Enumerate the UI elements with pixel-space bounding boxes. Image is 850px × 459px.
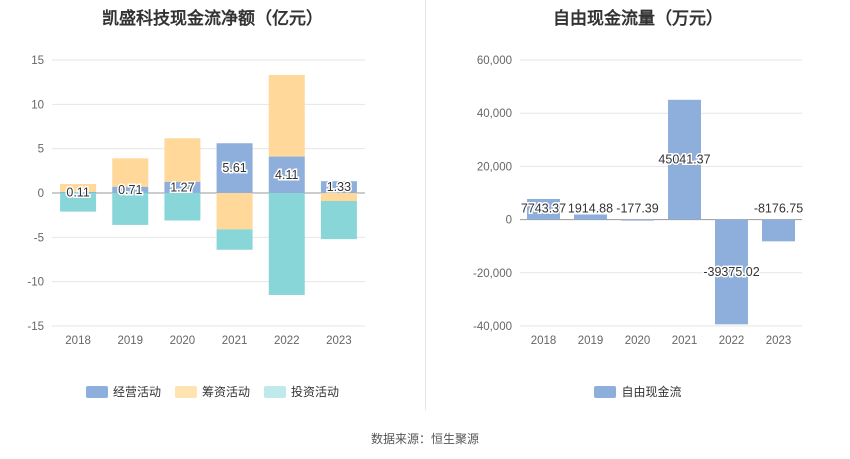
legend-item-free-cashflow[interactable]: 自由现金流 [594,383,682,400]
bar-2019 [112,158,149,187]
bar-2019 [112,193,149,225]
legend-item-operating[interactable]: 经营活动 [85,383,161,400]
cashflow-net-plot: 15 10 5 0 -5 -10 -15 2018 2019 2020 2021 2022 2023 0.… [27,55,365,347]
data-label: -177.39 [616,202,658,216]
x-tick-label: 2019 [117,335,143,347]
data-label: -39375.02 [703,265,759,279]
x-tick-label: 2023 [766,335,792,347]
bar-2023 [320,181,357,193]
data-source: 数据来源：恒生聚源 [370,432,479,446]
free-cashflow-plot: 60,000 40,000 20,000 0 -20,000 -40,000 2018 201… [473,55,805,347]
y-tick-label: 0 [506,215,512,227]
y-tick-label: -10 [27,277,44,289]
legend-item-financing[interactable]: 筹资活动 [174,383,250,400]
y-tick-label: -40,000 [473,321,512,333]
y-tick-label: -5 [34,232,44,244]
x-tick-label: 2022 [719,335,745,347]
y-tick-label: 5 [38,144,44,156]
data-label: 1914.88 [568,202,613,216]
bar-2018 [60,192,97,194]
y-tick-label: 10 [31,99,44,111]
x-tick-label: 2020 [170,335,196,347]
x-tick-label: 2018 [65,335,91,347]
data-label: 45041.37 [658,153,710,167]
cashflow-net-chart: 凯盛科技现金流净额（亿元） 15 10 5 0 -5 -10 -15 2018 2019 2020… [0,0,425,410]
bar-2020 [164,193,201,221]
y-tick-label: -20,000 [473,268,512,280]
data-label: 7743.37 [521,202,566,216]
x-tick-label: 2022 [274,335,300,347]
y-tick-label: 15 [31,55,44,67]
legend-label: 自由现金流 [621,385,682,399]
legend-swatch [594,385,617,398]
data-label: 4.11 [275,168,298,182]
x-tick-label: 2021 [672,335,698,347]
y-tick-label: 20,000 [477,161,512,173]
legend-item-investing[interactable]: 投资活动 [264,383,339,400]
x-tick-label: 2019 [578,335,604,347]
legend-swatch [174,385,197,398]
legend-swatch [85,385,108,398]
bar-2021 [216,143,253,193]
chart-title: 自由现金流量（万元） [553,9,723,28]
bar-2023 [320,200,357,240]
legend-label: 经营活动 [112,385,161,399]
data-label: 1.33 [327,180,351,194]
bar-2019 [112,186,149,193]
x-tick-label: 2018 [531,335,557,347]
panel-divider [425,0,426,410]
bar-2018 [527,199,560,220]
bar-2023 [762,219,795,242]
legend-label: 投资活动 [291,385,340,399]
y-tick-label: 60,000 [477,55,512,67]
legend: 自由现金流 [426,383,850,400]
bar-2021 [216,229,253,250]
y-tick-label: 0 [38,188,44,200]
data-label: 0.71 [118,183,142,197]
data-label: 1.27 [170,180,194,194]
free-cashflow-chart: 自由现金流量（万元） 60,000 40,000 20,000 0 -20,000 -40… [426,0,850,410]
x-tick-label: 2021 [222,335,248,347]
x-tick-label: 2020 [625,335,651,347]
bar-2022 [268,193,305,295]
bar-2022 [715,219,748,325]
y-tick-label: -15 [27,321,44,333]
x-tick-label: 2023 [326,335,352,347]
legend-swatch [264,385,286,398]
data-label: 0.11 [66,186,89,200]
chart-title: 凯盛科技现金流净额（亿元） [102,9,323,28]
data-label: 5.61 [222,161,246,175]
legend: 经营活动 筹资活动 投资活动 [0,383,425,400]
bar-2019 [574,214,607,220]
y-tick-label: 40,000 [477,108,512,120]
bar-2022 [268,156,305,193]
bar-2020 [621,219,654,221]
bar-2020 [164,181,201,193]
bar-2021 [216,193,253,230]
bar-2021 [668,99,701,220]
bar-2023 [320,193,357,201]
bar-2018 [60,184,97,193]
data-label: -8176.75 [754,202,803,216]
bar-2018 [60,193,97,212]
bar-2022 [268,74,305,157]
bar-2020 [164,138,201,182]
legend-label: 筹资活动 [201,385,250,399]
